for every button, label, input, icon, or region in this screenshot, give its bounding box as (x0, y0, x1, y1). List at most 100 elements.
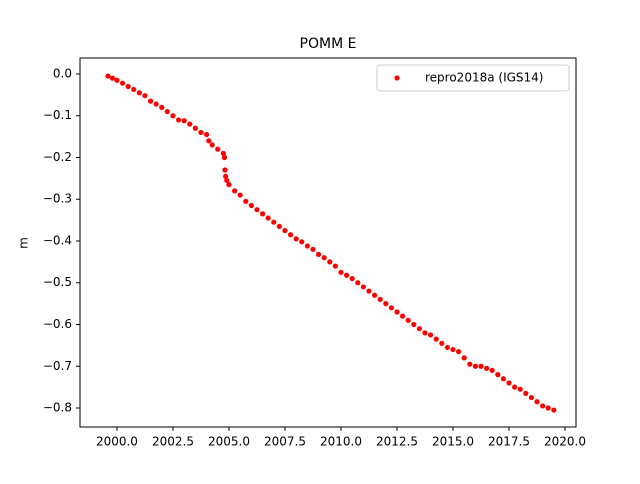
data-point (428, 332, 434, 338)
y-axis-label: m (17, 237, 31, 249)
data-point (517, 386, 523, 392)
data-point (147, 98, 154, 104)
plot-frame (79, 57, 577, 428)
data-point (304, 243, 310, 249)
y-tick-label: 0.0 (53, 66, 72, 80)
x-tick-label: 2010.0 (320, 435, 362, 449)
data-point (222, 167, 228, 173)
data-point (512, 384, 518, 390)
data-point (142, 93, 148, 99)
y-tick-label: −0.8 (43, 401, 72, 415)
data-point (187, 121, 193, 127)
data-point (109, 75, 116, 81)
data-point (332, 263, 338, 269)
data-point (105, 73, 111, 79)
data-point (355, 280, 361, 286)
data-point (433, 336, 439, 342)
data-point (164, 108, 170, 115)
data-point (523, 390, 529, 396)
x-tick-label: 2020.0 (544, 435, 586, 449)
data-point (299, 239, 305, 245)
data-point (338, 269, 344, 275)
data-point (282, 227, 288, 234)
data-point (472, 363, 479, 369)
data-point (484, 365, 490, 371)
data-point (315, 251, 322, 257)
data-point (153, 101, 159, 107)
x-tick-label: 2000.0 (96, 435, 138, 449)
data-point (276, 223, 282, 229)
data-point (444, 344, 451, 351)
data-point (220, 150, 226, 156)
x-tick-label: 2007.5 (264, 435, 306, 449)
data-point (175, 117, 182, 123)
y-tick-label: −0.2 (43, 150, 72, 164)
data-point (119, 80, 126, 86)
data-point (131, 86, 137, 93)
data-point (114, 77, 120, 83)
data-point (223, 173, 229, 179)
data-point (405, 317, 411, 323)
x-tick-label: 2002.5 (152, 435, 194, 449)
y-tick-label: −0.5 (43, 275, 72, 289)
data-point (349, 275, 355, 282)
data-point (439, 340, 445, 346)
data-point (450, 346, 456, 353)
data-point (377, 296, 383, 303)
data-point (551, 407, 557, 413)
data-point (540, 403, 546, 409)
data-point (198, 129, 204, 136)
data-point (545, 405, 551, 411)
data-point (366, 288, 372, 294)
data-point (181, 118, 187, 124)
data-point (226, 182, 232, 188)
data-point (343, 272, 350, 278)
y-tick-label: −0.3 (43, 192, 72, 206)
data-point (534, 399, 540, 405)
y-tick-label: −0.7 (43, 359, 72, 373)
data-point (136, 90, 142, 96)
data-point (456, 349, 462, 355)
data-point (388, 305, 395, 311)
data-point (495, 372, 501, 378)
y-tick-label: −0.1 (43, 108, 72, 122)
data-point (243, 198, 249, 204)
data-point (206, 138, 212, 144)
data-point (254, 207, 260, 213)
legend-box (376, 64, 570, 92)
chart-title: POMM E (300, 36, 357, 52)
data-point (215, 146, 221, 152)
data-point (221, 154, 228, 161)
legend-marker (394, 75, 400, 81)
data-point (231, 188, 238, 194)
data-point (500, 376, 507, 382)
data-point (259, 211, 266, 217)
data-point (310, 246, 316, 252)
data-point (265, 215, 271, 221)
data-point (489, 367, 495, 374)
data-point (383, 301, 389, 307)
data-point (371, 292, 378, 298)
legend-label: repro2018a (IGS14) (425, 71, 543, 85)
data-point (416, 326, 423, 332)
data-point (422, 330, 428, 336)
data-point (506, 380, 512, 386)
data-point (203, 131, 210, 138)
data-point (528, 394, 535, 401)
x-tick-label: 2005.0 (208, 435, 250, 449)
x-tick-label: 2015.0 (432, 435, 474, 449)
data-point (287, 232, 294, 238)
data-point (248, 202, 254, 209)
data-point (224, 177, 230, 184)
data-point (192, 125, 198, 131)
x-tick-label: 2017.5 (488, 435, 530, 449)
data-point (237, 192, 243, 198)
y-tick-label: −0.4 (43, 233, 72, 247)
data-point (400, 313, 406, 319)
data-point (478, 363, 484, 369)
data-point (209, 142, 215, 148)
data-point (461, 355, 467, 361)
data-point (321, 255, 327, 261)
data-point (411, 321, 417, 328)
